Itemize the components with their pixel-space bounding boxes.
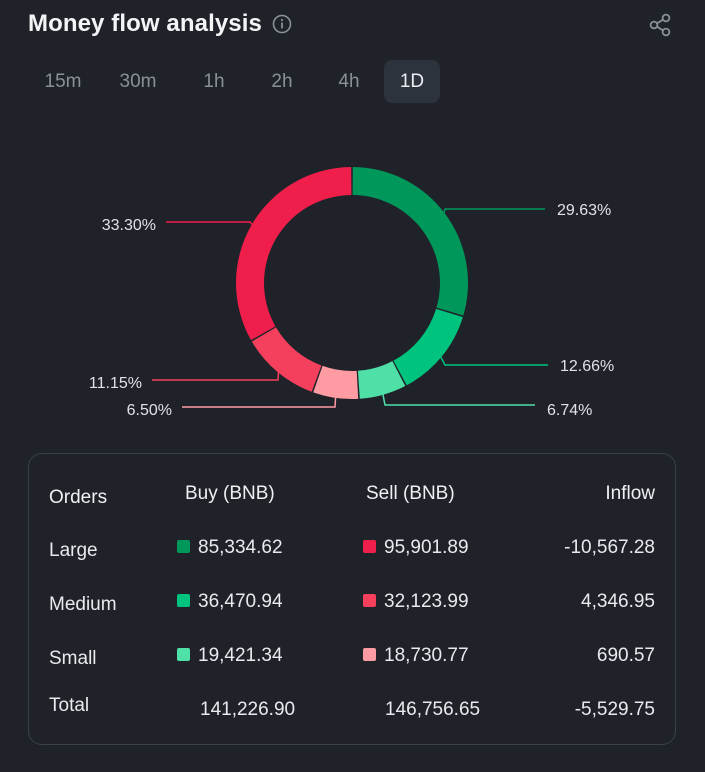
- slice-medium-buy[interactable]: [393, 308, 463, 386]
- sell-medium-value: 32,123.99: [384, 591, 469, 612]
- sell-small-value: 18,730.77: [384, 645, 469, 666]
- tab-1h[interactable]: 1h: [203, 71, 225, 92]
- share-icon[interactable]: [647, 12, 673, 38]
- leader-line-large-buy: [442, 208, 545, 216]
- inflow-large: -10,567.28: [564, 537, 655, 558]
- inflow-total: -5,529.75: [574, 699, 655, 720]
- money-flow-table: Orders Buy (BNB) Sell (BNB) Inflow Large…: [28, 453, 676, 745]
- slice-small-buy[interactable]: [357, 361, 406, 399]
- slice-small-sell[interactable]: [313, 365, 359, 399]
- leader-line-large-sell: [166, 221, 254, 227]
- slice-medium-sell[interactable]: [251, 327, 322, 392]
- slice-label-large-buy: 29.63%: [557, 202, 611, 219]
- sell-medium-swatch: [363, 594, 376, 607]
- sell-small: 18,730.77: [363, 645, 469, 667]
- buy-medium-value: 36,470.94: [198, 591, 283, 612]
- tab-4h[interactable]: 4h: [338, 71, 360, 92]
- sell-large-swatch: [363, 540, 376, 553]
- slice-label-large-sell: 33.30%: [102, 217, 156, 234]
- timeframe-tabs: 15m 30m 1h 2h 4h 1D: [28, 60, 440, 103]
- buy-large-value: 85,334.62: [198, 537, 283, 558]
- col-header-sell: Sell (BNB): [366, 483, 455, 504]
- col-header-orders: Orders: [49, 487, 108, 508]
- leader-line-medium-buy: [439, 355, 548, 366]
- sell-large: 95,901.89: [363, 537, 469, 559]
- sell-total: 146,756.65: [385, 699, 481, 720]
- sell-large-value: 95,901.89: [384, 537, 469, 558]
- inflow-medium: 4,346.95: [581, 591, 655, 612]
- col-header-inflow: Inflow: [605, 483, 655, 504]
- buy-large: 85,334.62: [177, 537, 283, 559]
- sell-medium: 32,123.99: [363, 591, 469, 613]
- slice-large-sell[interactable]: [235, 167, 352, 341]
- slice-label-small-buy: 6.74%: [547, 402, 592, 419]
- slice-label-medium-buy: 12.66%: [560, 358, 614, 375]
- header: Money flow analysis: [28, 8, 292, 40]
- buy-medium: 36,470.94: [177, 591, 283, 613]
- tab-30m[interactable]: 30m: [119, 71, 157, 92]
- buy-total: 141,226.90: [200, 699, 296, 720]
- tab-15m[interactable]: 15m: [44, 71, 82, 92]
- leader-line-small-sell: [182, 395, 337, 408]
- slice-label-medium-sell: 11.15%: [89, 375, 142, 392]
- buy-small-value: 19,421.34: [198, 645, 283, 666]
- row-label-small: Small: [49, 648, 97, 669]
- row-label-medium: Medium: [49, 594, 117, 615]
- col-header-buy: Buy (BNB): [185, 483, 275, 504]
- row-label-total: Total: [49, 695, 90, 716]
- sell-small-swatch: [363, 648, 376, 661]
- leader-line-medium-sell: [152, 370, 280, 381]
- page-title: Money flow analysis: [28, 10, 262, 37]
- buy-medium-swatch: [177, 594, 190, 607]
- tab-1d[interactable]: 1D: [384, 60, 440, 103]
- slice-label-small-sell: 6.50%: [127, 402, 172, 419]
- money-flow-donut-chart: 29.63% 12.66% 6.74% 6.50% 11.15% 33.30%: [89, 167, 614, 419]
- buy-small: 19,421.34: [177, 645, 283, 667]
- slice-large-buy[interactable]: [352, 167, 469, 316]
- buy-large-swatch: [177, 540, 190, 553]
- info-icon[interactable]: [272, 14, 292, 34]
- leader-line-small-buy: [381, 392, 535, 406]
- row-label-large: Large: [49, 540, 98, 561]
- buy-small-swatch: [177, 648, 190, 661]
- inflow-small: 690.57: [596, 645, 655, 666]
- tab-2h[interactable]: 2h: [271, 71, 293, 92]
